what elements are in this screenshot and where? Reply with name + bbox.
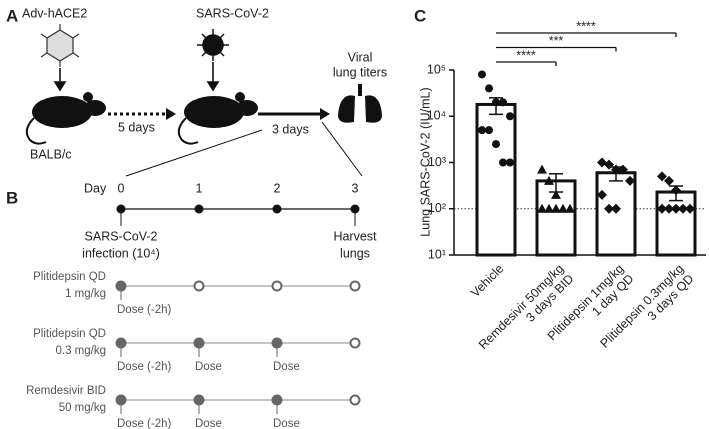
- regimen-dose: 1 mg/kg: [65, 288, 106, 300]
- zoom-line: [125, 129, 263, 177]
- data-point: [492, 140, 500, 149]
- dose-label: Dose: [273, 361, 300, 373]
- mouse-icon: [25, 92, 106, 145]
- data-point: [664, 203, 674, 214]
- arrow: [108, 108, 176, 120]
- virus-icon: [197, 29, 229, 61]
- no-dose-marker: [193, 280, 205, 292]
- data-point: [551, 189, 561, 199]
- data-point: [685, 203, 695, 214]
- day-number: 2: [274, 181, 281, 195]
- data-point: [499, 158, 507, 167]
- data-point: [625, 175, 635, 186]
- interval-label: 5 days: [118, 120, 155, 134]
- regimen-drug: Plitidepsin QD: [33, 328, 106, 340]
- strain-label: BALB/c: [30, 147, 72, 161]
- y-tick-label: 10¹: [428, 247, 446, 261]
- data-point: [671, 203, 681, 214]
- arrow: [258, 108, 330, 120]
- event-label: SARS-CoV-2: [85, 229, 158, 243]
- data-point: [657, 203, 667, 214]
- readout-label: lung titers: [333, 65, 387, 79]
- data-point: [664, 175, 674, 186]
- lungs-icon: [338, 84, 382, 123]
- y-tick-label: 10²: [428, 201, 446, 215]
- no-dose-marker: [349, 280, 361, 292]
- panel-label: A: [6, 6, 18, 25]
- data-point: [506, 158, 514, 167]
- data-point: [618, 164, 628, 175]
- vector-icon: [40, 24, 80, 67]
- data-point: [537, 203, 547, 213]
- event-label: infection (10⁴): [82, 246, 160, 260]
- zoom-line: [321, 121, 363, 177]
- data-point: [678, 203, 688, 214]
- dose-label: Dose: [195, 361, 222, 373]
- data-point: [478, 126, 486, 135]
- day-number: 3: [352, 181, 359, 195]
- event-label: lungs: [340, 246, 370, 260]
- x-tick-label: Vehicle: [468, 262, 506, 300]
- day-number: 0: [118, 181, 125, 195]
- data-point: [558, 203, 568, 213]
- day-number: 1: [196, 181, 203, 195]
- data-point: [671, 185, 681, 196]
- data-point: [499, 98, 507, 107]
- data-point: [537, 164, 547, 174]
- data-point: [597, 189, 607, 200]
- dose-label: Dose (-2h): [117, 361, 171, 373]
- readout-label: Viral: [348, 50, 373, 64]
- event-label: Harvest: [333, 229, 377, 243]
- dose-label: Dose: [195, 418, 222, 429]
- bar: [595, 171, 637, 257]
- significance-label: ****: [516, 48, 536, 62]
- no-dose-marker: [271, 280, 283, 292]
- data-point: [551, 203, 561, 213]
- data-point: [604, 159, 614, 170]
- panel-label: C: [414, 6, 426, 25]
- y-tick-label: 10³: [428, 155, 446, 169]
- data-point: [544, 175, 554, 185]
- y-axis-label: Lung SARS-CoV-2 (IU/mL): [418, 87, 432, 236]
- dose-label: Dose (-2h): [117, 418, 171, 429]
- significance-label: ***: [549, 34, 564, 48]
- no-dose-marker: [349, 394, 361, 406]
- data-point: [565, 203, 575, 213]
- dose-label: Dose (-2h): [117, 304, 171, 316]
- mouse-icon: [177, 92, 258, 145]
- day-marker: [272, 204, 282, 214]
- vector-label: Adv-hACE2: [22, 6, 87, 20]
- data-point: [485, 126, 493, 135]
- bar: [655, 190, 697, 257]
- significance-label: ****: [576, 19, 596, 33]
- y-tick-label: 10⁵: [427, 62, 446, 76]
- day-label: Day: [84, 181, 107, 195]
- day-marker: [194, 204, 204, 214]
- regimen-drug: Remdesivir BID: [26, 385, 106, 397]
- data-point: [506, 112, 514, 121]
- regimen-dose: 50 mg/kg: [59, 402, 106, 414]
- arrow: [53, 68, 67, 92]
- virus-label: SARS-CoV-2: [196, 6, 269, 20]
- data-point: [492, 98, 500, 107]
- regimen-drug: Plitidepsin QD: [33, 271, 106, 283]
- regimen-dose: 0.3 mg/kg: [56, 345, 107, 357]
- dose-label: Dose: [273, 418, 300, 429]
- no-dose-marker: [349, 337, 361, 349]
- interval-label: 3 days: [272, 122, 309, 136]
- data-point: [657, 171, 667, 182]
- arrow: [206, 62, 220, 92]
- data-point: [604, 203, 614, 214]
- data-point: [544, 203, 554, 213]
- data-point: [611, 164, 621, 175]
- data-point: [485, 84, 493, 93]
- data-point: [478, 70, 486, 79]
- panel-label: B: [6, 188, 18, 207]
- y-tick-label: 10⁴: [427, 109, 446, 123]
- data-point: [611, 203, 621, 214]
